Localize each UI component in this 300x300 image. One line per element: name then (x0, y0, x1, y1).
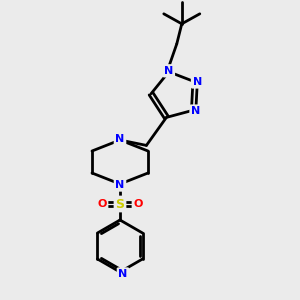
Text: N: N (191, 106, 200, 116)
Text: O: O (97, 199, 107, 209)
Text: O: O (133, 199, 143, 209)
Text: N: N (116, 134, 124, 144)
Text: N: N (164, 66, 173, 76)
Text: N: N (193, 77, 202, 87)
Text: S: S (116, 197, 124, 211)
Text: N: N (116, 180, 124, 190)
Text: N: N (118, 269, 127, 279)
